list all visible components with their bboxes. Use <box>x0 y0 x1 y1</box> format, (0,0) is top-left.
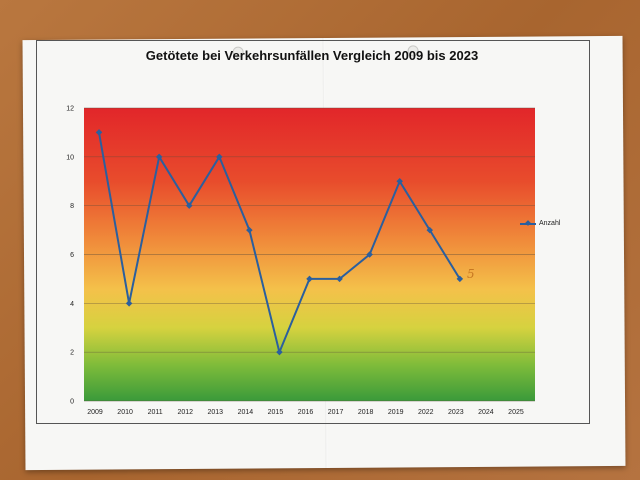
x-tick-label: 2017 <box>328 409 344 416</box>
data-point <box>155 153 163 161</box>
x-tick-label: 2025 <box>508 409 524 416</box>
y-axis-ticks: 0 2 4 6 8 10 12 <box>66 106 74 406</box>
y-tick-label: 4 <box>70 301 74 308</box>
chart-title: Getötete bei Verkehrsunfällen Vergleich … <box>145 48 479 63</box>
data-point <box>216 153 223 161</box>
data-point <box>246 226 253 234</box>
data-point <box>426 226 434 234</box>
x-tick-label: 2015 <box>268 409 284 416</box>
legend-line-icon <box>520 222 536 225</box>
x-tick-label: 2016 <box>298 409 314 416</box>
chart-frame <box>36 40 590 424</box>
x-tick-label: 2010 <box>117 409 133 416</box>
handwritten-annotation: 5 <box>467 267 475 281</box>
y-tick-label: 12 <box>66 106 74 113</box>
x-tick-label: 2011 <box>148 409 163 416</box>
x-tick-label: 2023 <box>448 409 464 416</box>
data-point <box>185 202 193 209</box>
y-tick-label: 6 <box>70 252 74 259</box>
x-tick-label: 2012 <box>177 409 193 416</box>
x-tick-label: 2009 <box>87 409 103 416</box>
data-point <box>396 177 403 185</box>
y-tick-label: 8 <box>70 203 74 210</box>
data-points <box>95 129 464 356</box>
y-tick-label: 2 <box>70 350 74 357</box>
data-point <box>366 251 373 258</box>
x-tick-label: 2019 <box>388 409 404 416</box>
data-point <box>306 275 313 283</box>
legend: Anzahl <box>520 220 560 227</box>
data-point <box>95 129 103 136</box>
y-tick-label: 0 <box>70 399 74 406</box>
y-tick-label: 10 <box>66 154 74 161</box>
x-tick-label: 2024 <box>478 409 494 416</box>
data-point <box>336 275 343 283</box>
x-tick-label: 2018 <box>358 409 374 416</box>
data-point <box>276 348 283 356</box>
legend-label: Anzahl <box>539 220 561 227</box>
x-tick-label: 2014 <box>238 409 254 416</box>
x-tick-label: 2013 <box>208 409 224 416</box>
data-point <box>456 275 464 283</box>
x-tick-label: 2022 <box>418 409 434 416</box>
x-axis-ticks: 2009 2010 2011 2012 2013 2014 2015 2016 2017 2018… <box>87 409 524 416</box>
